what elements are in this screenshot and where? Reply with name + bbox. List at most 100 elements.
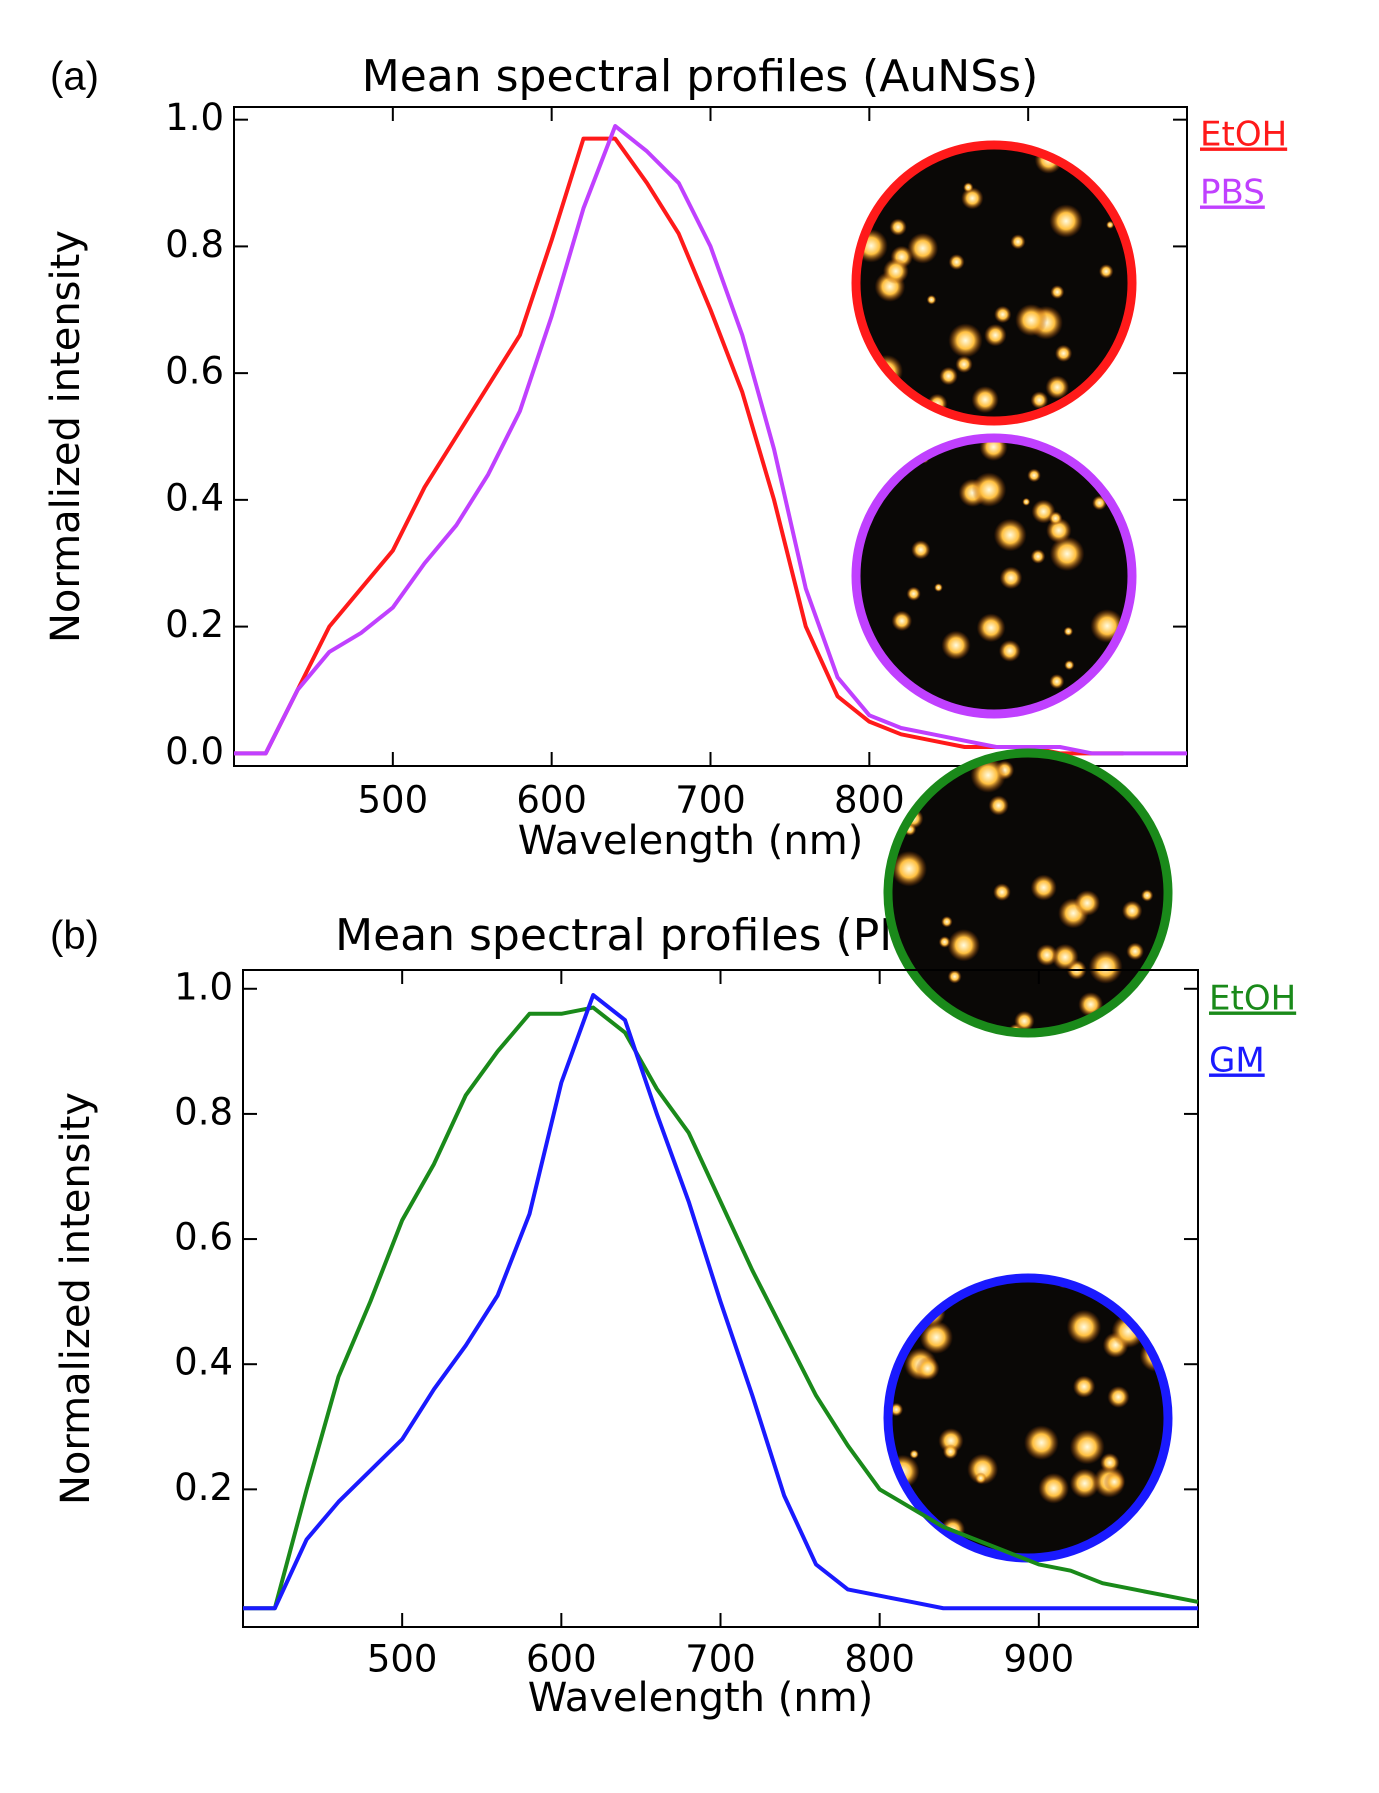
legend-entry: EtOH: [1209, 979, 1296, 1019]
y-axis-label: Normalized intensity: [53, 1092, 99, 1505]
inset-spot: [984, 323, 1007, 347]
inset-spot: [1074, 890, 1101, 916]
inset-spot: [1027, 468, 1041, 483]
inset-spot: [1088, 438, 1117, 462]
inset-spot: [1117, 1012, 1138, 1033]
legend-entry: EtOH: [1200, 115, 1287, 155]
inset-spot: [915, 1356, 940, 1381]
inset-spot: [921, 770, 931, 780]
series-line: [234, 124, 1187, 756]
inset-spot: [976, 613, 1006, 643]
inset-spot: [999, 566, 1023, 590]
y-tick-label: 0.4: [174, 1341, 233, 1384]
inset-spot: [1141, 889, 1154, 902]
y-tick-label: 1.0: [165, 96, 224, 139]
inset-spot: [1063, 626, 1074, 637]
y-tick-label: 0.2: [174, 1466, 233, 1509]
inset-spot: [1048, 511, 1063, 526]
inset-spot: [882, 258, 909, 285]
inset-spot: [1107, 1385, 1130, 1408]
inset-spot: [988, 795, 1009, 816]
inset-spot: [967, 1453, 999, 1485]
inset-spot: [1088, 949, 1123, 984]
inset-spot: [903, 1278, 929, 1304]
inset-spot: [906, 586, 921, 601]
legend-entry: GM: [1209, 1041, 1265, 1081]
x-tick-label: 800: [834, 779, 905, 822]
inset-spot: [902, 1520, 933, 1551]
inset-spot: [993, 518, 1027, 552]
legend-entry: PBS: [1200, 173, 1265, 213]
x-axis-label: Wavelength (nm): [528, 1675, 874, 1721]
inset-spot: [891, 850, 927, 887]
inset-spot: [942, 1444, 958, 1460]
inset-spot: [934, 583, 943, 592]
inset-spot: [947, 969, 962, 984]
inset-spot: [926, 294, 937, 305]
inset-spot: [1049, 204, 1083, 238]
inset-spot: [1049, 674, 1065, 689]
panel-label: (b): [50, 914, 99, 958]
inset-spot: [939, 366, 958, 386]
inset-ring: [851, 433, 1137, 719]
inset-spot: [919, 1320, 954, 1354]
x-tick-label: 600: [526, 1638, 597, 1681]
inset-spot: [1138, 1278, 1168, 1312]
y-tick-label: 1.0: [174, 965, 233, 1008]
inset-spot: [1104, 468, 1116, 480]
inset-spot: [1015, 303, 1048, 337]
inset-spot: [1106, 220, 1115, 229]
y-tick-label: 0.6: [165, 350, 224, 393]
inset-spot: [1125, 200, 1132, 211]
inset-spot: [1054, 344, 1073, 363]
inset-spot: [971, 386, 999, 414]
x-tick-label: 700: [685, 1638, 756, 1681]
inset-spot: [1119, 704, 1132, 714]
inset-spot: [889, 218, 907, 236]
inset-spot: [1092, 495, 1107, 511]
inset-spot: [955, 355, 973, 373]
x-tick-label: 700: [675, 779, 746, 822]
inset-spot: [1066, 1309, 1102, 1345]
inset-spot: [1103, 1471, 1125, 1493]
inset-spot: [974, 1472, 987, 1484]
inset-spot: [1024, 1425, 1059, 1461]
inset-spot: [1030, 874, 1057, 901]
y-axis-label: Normalized intensity: [43, 230, 89, 643]
y-tick-label: 0.8: [165, 223, 224, 266]
inset-spot: [1030, 391, 1049, 409]
inset-spot: [948, 323, 983, 358]
y-tick-label: 0.0: [165, 730, 224, 773]
x-tick-label: 600: [516, 779, 587, 822]
x-tick-label: 500: [367, 1638, 438, 1681]
inset-spot: [963, 182, 974, 193]
inset-ring: [883, 748, 1173, 1038]
inset-spot: [906, 753, 918, 762]
chart-title: Mean spectral profiles (AuNSs): [362, 51, 1038, 102]
inset-spot: [971, 472, 1007, 507]
inset-spot: [1014, 1010, 1035, 1032]
y-tick-label: 0.8: [174, 1090, 233, 1133]
x-tick-label: 900: [1004, 1638, 1075, 1681]
inset-spot: [1108, 1013, 1142, 1033]
inset-spot: [1045, 375, 1070, 400]
inset-spot: [994, 305, 1012, 324]
inset-spot: [1051, 943, 1079, 971]
inset-spot: [1069, 1468, 1100, 1499]
panel-label: (a): [50, 55, 99, 99]
inset-spot: [998, 639, 1021, 662]
inset-spot: [948, 254, 965, 270]
inset-spot: [941, 916, 953, 928]
inset-spot: [911, 540, 931, 560]
inset-spot: [1064, 660, 1075, 671]
x-tick-label: 500: [358, 779, 429, 822]
inset-spot: [1126, 942, 1144, 961]
inset-spot: [1030, 549, 1046, 564]
inset-spot: [888, 753, 898, 764]
inset-spot: [1097, 438, 1124, 457]
inset-spot: [1077, 695, 1111, 714]
inset-ring: [851, 140, 1137, 426]
inset-spot: [1106, 1018, 1122, 1033]
inset-spot: [909, 1449, 919, 1459]
inset-spot: [1038, 1472, 1070, 1504]
